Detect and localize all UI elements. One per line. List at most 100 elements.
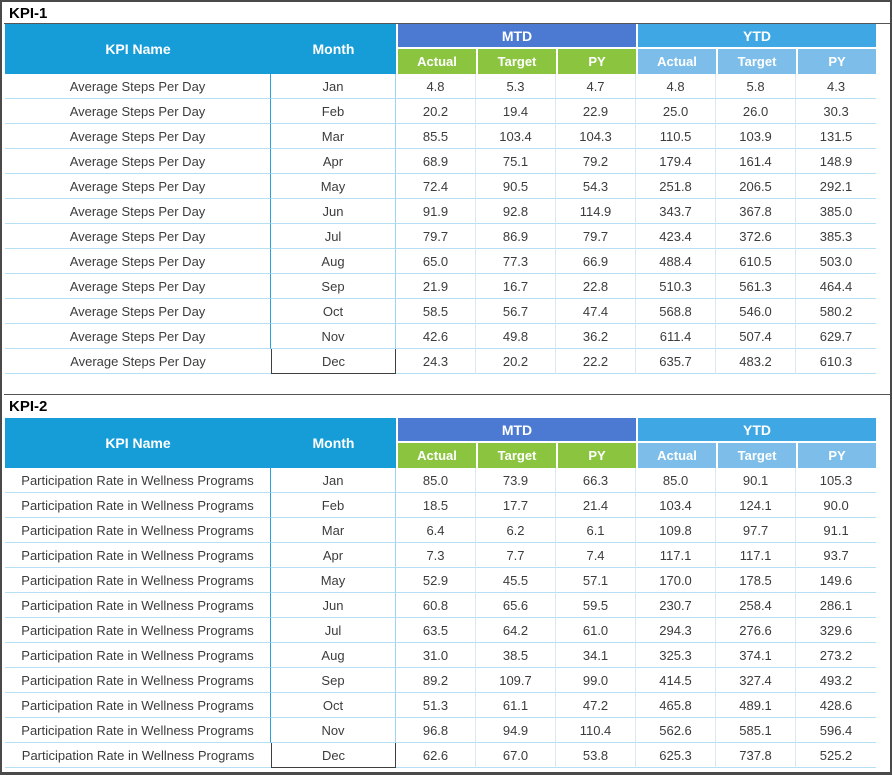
- mtd-target-header[interactable]: Target: [476, 443, 556, 468]
- value-cell[interactable]: 161.4: [716, 149, 797, 174]
- value-cell[interactable]: 385.0: [796, 199, 877, 224]
- kpi-name-cell[interactable]: Average Steps Per Day: [5, 299, 271, 324]
- value-cell[interactable]: 131.5: [796, 124, 877, 149]
- value-cell[interactable]: 562.6: [636, 718, 717, 743]
- month-cell[interactable]: Aug: [271, 643, 396, 668]
- kpi-name-cell[interactable]: Participation Rate in Wellness Programs: [5, 643, 271, 668]
- value-cell[interactable]: 91.1: [796, 518, 877, 543]
- value-cell[interactable]: 26.0: [716, 99, 797, 124]
- value-cell[interactable]: 325.3: [636, 643, 717, 668]
- kpi-name-column-header[interactable]: KPI Name: [5, 418, 271, 468]
- value-cell[interactable]: 489.1: [716, 693, 797, 718]
- value-cell[interactable]: 117.1: [716, 543, 797, 568]
- value-cell[interactable]: 568.8: [636, 299, 717, 324]
- kpi-name-cell[interactable]: Average Steps Per Day: [5, 74, 271, 99]
- value-cell[interactable]: 53.8: [556, 743, 637, 768]
- value-cell[interactable]: 68.9: [396, 149, 476, 174]
- value-cell[interactable]: 4.3: [796, 74, 877, 99]
- value-cell[interactable]: 49.8: [476, 324, 556, 349]
- ytd-actual-header[interactable]: Actual: [636, 49, 717, 74]
- kpi-name-cell[interactable]: Average Steps Per Day: [5, 199, 271, 224]
- value-cell[interactable]: 85.5: [396, 124, 476, 149]
- value-cell[interactable]: 109.8: [636, 518, 717, 543]
- value-cell[interactable]: 90.0: [796, 493, 877, 518]
- ytd-group-header[interactable]: YTD: [636, 24, 877, 49]
- value-cell[interactable]: 31.0: [396, 643, 476, 668]
- value-cell[interactable]: 7.7: [476, 543, 556, 568]
- value-cell[interactable]: 92.8: [476, 199, 556, 224]
- mtd-target-header[interactable]: Target: [476, 49, 556, 74]
- kpi-name-cell[interactable]: Average Steps Per Day: [5, 324, 271, 349]
- value-cell[interactable]: 124.1: [716, 493, 797, 518]
- month-cell[interactable]: Oct: [271, 299, 396, 324]
- month-cell[interactable]: Dec: [271, 349, 396, 374]
- value-cell[interactable]: 93.7: [796, 543, 877, 568]
- month-cell[interactable]: Aug: [271, 249, 396, 274]
- value-cell[interactable]: 66.3: [556, 468, 637, 493]
- value-cell[interactable]: 104.3: [556, 124, 637, 149]
- kpi-name-cell[interactable]: Average Steps Per Day: [5, 124, 271, 149]
- value-cell[interactable]: 63.5: [396, 618, 476, 643]
- value-cell[interactable]: 7.3: [396, 543, 476, 568]
- value-cell[interactable]: 110.5: [636, 124, 717, 149]
- value-cell[interactable]: 5.8: [716, 74, 797, 99]
- value-cell[interactable]: 30.3: [796, 99, 877, 124]
- value-cell[interactable]: 5.3: [476, 74, 556, 99]
- value-cell[interactable]: 61.1: [476, 693, 556, 718]
- value-cell[interactable]: 4.8: [396, 74, 476, 99]
- value-cell[interactable]: 79.7: [396, 224, 476, 249]
- value-cell[interactable]: 67.0: [476, 743, 556, 768]
- value-cell[interactable]: 103.9: [716, 124, 797, 149]
- month-column-header[interactable]: Month: [271, 24, 396, 74]
- month-cell[interactable]: Apr: [271, 149, 396, 174]
- value-cell[interactable]: 292.1: [796, 174, 877, 199]
- month-cell[interactable]: May: [271, 174, 396, 199]
- mtd-group-header[interactable]: MTD: [396, 418, 637, 443]
- value-cell[interactable]: 64.2: [476, 618, 556, 643]
- value-cell[interactable]: 580.2: [796, 299, 877, 324]
- value-cell[interactable]: 149.6: [796, 568, 877, 593]
- value-cell[interactable]: 374.1: [716, 643, 797, 668]
- value-cell[interactable]: 178.5: [716, 568, 797, 593]
- value-cell[interactable]: 385.3: [796, 224, 877, 249]
- value-cell[interactable]: 96.8: [396, 718, 476, 743]
- value-cell[interactable]: 89.2: [396, 668, 476, 693]
- value-cell[interactable]: 546.0: [716, 299, 797, 324]
- ytd-group-header[interactable]: YTD: [636, 418, 877, 443]
- value-cell[interactable]: 66.9: [556, 249, 637, 274]
- value-cell[interactable]: 4.7: [556, 74, 637, 99]
- kpi-name-cell[interactable]: Participation Rate in Wellness Programs: [5, 743, 271, 768]
- value-cell[interactable]: 75.1: [476, 149, 556, 174]
- value-cell[interactable]: 20.2: [476, 349, 556, 374]
- value-cell[interactable]: 85.0: [636, 468, 717, 493]
- value-cell[interactable]: 73.9: [476, 468, 556, 493]
- ytd-py-header[interactable]: PY: [796, 443, 877, 468]
- value-cell[interactable]: 230.7: [636, 593, 717, 618]
- month-cell[interactable]: Apr: [271, 543, 396, 568]
- value-cell[interactable]: 367.8: [716, 199, 797, 224]
- value-cell[interactable]: 251.8: [636, 174, 717, 199]
- value-cell[interactable]: 90.1: [716, 468, 797, 493]
- value-cell[interactable]: 610.5: [716, 249, 797, 274]
- value-cell[interactable]: 179.4: [636, 149, 717, 174]
- value-cell[interactable]: 635.7: [636, 349, 717, 374]
- mtd-actual-header[interactable]: Actual: [396, 49, 476, 74]
- value-cell[interactable]: 22.9: [556, 99, 637, 124]
- value-cell[interactable]: 90.5: [476, 174, 556, 199]
- ytd-py-header[interactable]: PY: [796, 49, 877, 74]
- value-cell[interactable]: 737.8: [716, 743, 797, 768]
- month-cell[interactable]: Nov: [271, 324, 396, 349]
- value-cell[interactable]: 58.5: [396, 299, 476, 324]
- kpi-name-cell[interactable]: Participation Rate in Wellness Programs: [5, 568, 271, 593]
- value-cell[interactable]: 24.3: [396, 349, 476, 374]
- value-cell[interactable]: 343.7: [636, 199, 717, 224]
- value-cell[interactable]: 109.7: [476, 668, 556, 693]
- kpi-name-cell[interactable]: Participation Rate in Wellness Programs: [5, 493, 271, 518]
- value-cell[interactable]: 561.3: [716, 274, 797, 299]
- value-cell[interactable]: 21.9: [396, 274, 476, 299]
- ytd-actual-header[interactable]: Actual: [636, 443, 717, 468]
- value-cell[interactable]: 18.5: [396, 493, 476, 518]
- month-cell[interactable]: Jun: [271, 199, 396, 224]
- value-cell[interactable]: 42.6: [396, 324, 476, 349]
- value-cell[interactable]: 6.4: [396, 518, 476, 543]
